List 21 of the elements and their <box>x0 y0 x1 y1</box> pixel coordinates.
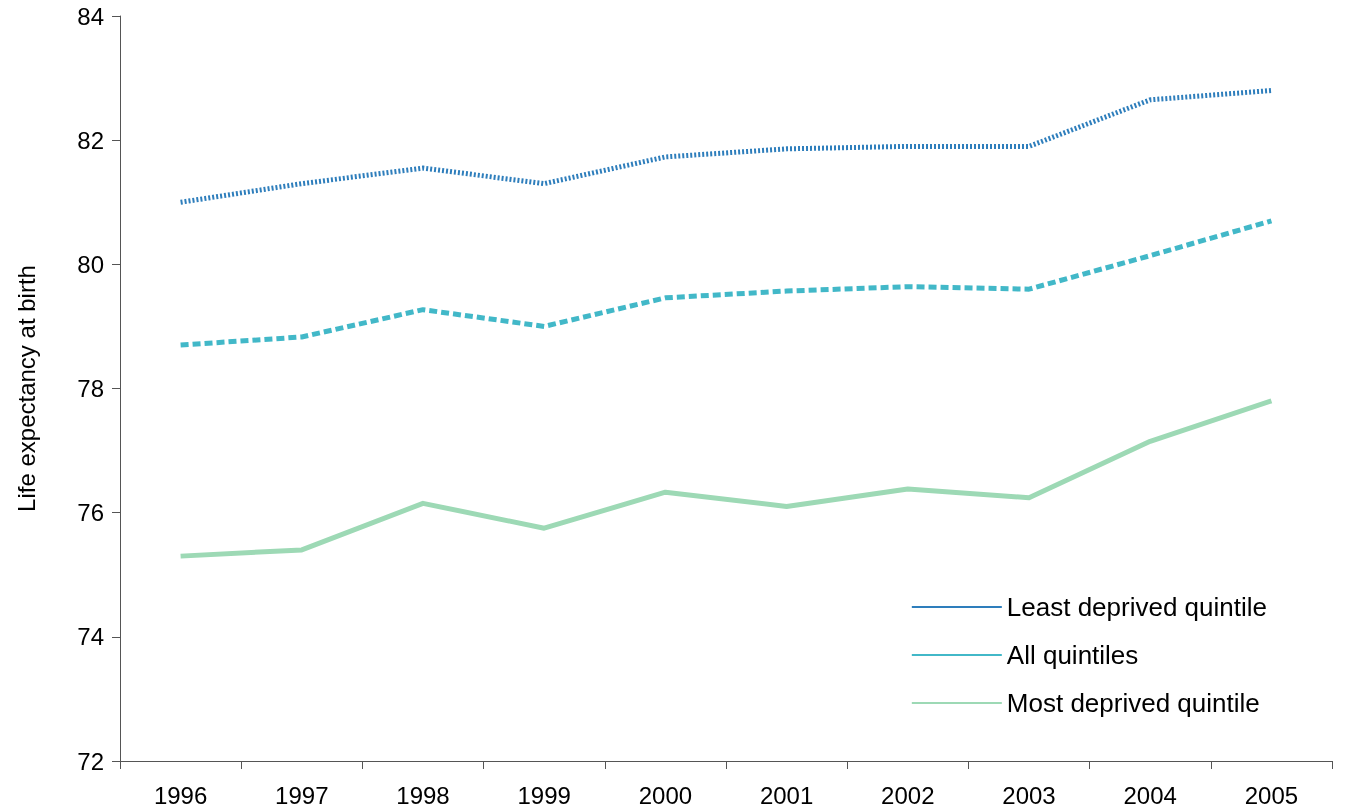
y-tick-label: 80 <box>77 250 104 278</box>
x-tick-label: 1999 <box>517 781 571 809</box>
x-tick-label: 2000 <box>638 781 693 809</box>
y-tick-label: 72 <box>77 747 104 775</box>
x-tick-label: 2002 <box>881 781 935 809</box>
y-tick-label: 82 <box>77 126 104 154</box>
legend-label: Least deprived quintile <box>1006 592 1268 622</box>
y-tick-label: 74 <box>77 623 104 651</box>
y-tick-label: 76 <box>77 499 104 527</box>
x-tick-label: 1996 <box>153 781 208 809</box>
x-tick-label: 2001 <box>759 781 814 809</box>
x-tick-label: 2004 <box>1123 781 1177 809</box>
x-tick-label: 1997 <box>275 781 329 809</box>
x-tick-label: 1998 <box>396 781 450 809</box>
legend-label: All quintiles <box>1006 640 1139 670</box>
legend-label: Most deprived quintile <box>1006 688 1260 718</box>
y-tick-label: 78 <box>77 375 104 402</box>
y-tick-label: 84 <box>77 2 104 30</box>
x-tick-label: 2003 <box>1002 781 1056 809</box>
y-axis-title: Life expectancy at birth <box>12 265 40 512</box>
x-tick-label: 2005 <box>1244 781 1299 809</box>
